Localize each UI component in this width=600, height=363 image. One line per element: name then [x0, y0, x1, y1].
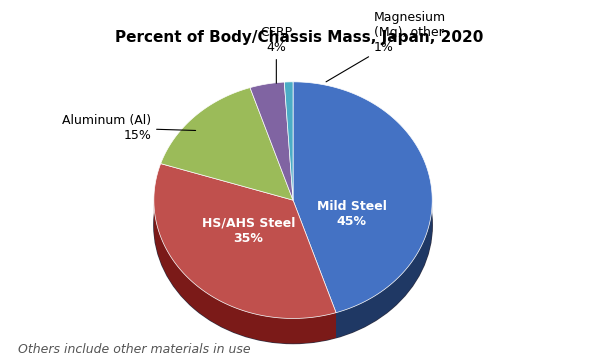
- Polygon shape: [161, 87, 293, 200]
- Polygon shape: [154, 198, 336, 343]
- Text: Others include other materials in use: Others include other materials in use: [18, 343, 251, 356]
- Text: Magnesium
(Mg), other
1%: Magnesium (Mg), other 1%: [326, 11, 446, 82]
- Polygon shape: [154, 164, 336, 318]
- Polygon shape: [293, 82, 432, 313]
- Text: CFRP
4%: CFRP 4%: [260, 26, 292, 83]
- Polygon shape: [284, 82, 293, 200]
- Ellipse shape: [154, 107, 432, 343]
- Polygon shape: [250, 82, 293, 200]
- Text: Percent of Body/Chassis Mass, Japan, 2020: Percent of Body/Chassis Mass, Japan, 202…: [115, 30, 483, 45]
- Text: Aluminum (Al)
15%: Aluminum (Al) 15%: [62, 114, 196, 142]
- Polygon shape: [336, 196, 432, 338]
- Text: HS/AHS Steel
35%: HS/AHS Steel 35%: [202, 217, 295, 245]
- Text: Mild Steel
45%: Mild Steel 45%: [317, 200, 386, 228]
